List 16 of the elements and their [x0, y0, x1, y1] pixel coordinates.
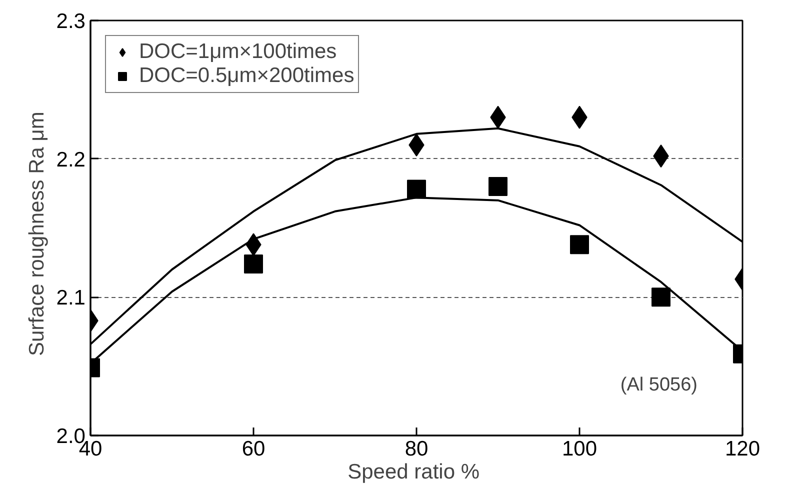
y-axis-title: Surface roughness Ra μm — [25, 112, 48, 356]
point — [488, 177, 508, 196]
point — [570, 235, 589, 254]
legend-label: DOC=1μm×100times — [139, 40, 337, 64]
y-tick-label: 2.3 — [56, 10, 86, 33]
x-axis-title: Speed ratio % — [348, 460, 480, 484]
point — [407, 180, 426, 199]
x-tick-label: 60 — [242, 438, 266, 460]
y-tick-label: 2.1 — [56, 286, 86, 310]
y-tick-label: 2.2 — [56, 148, 86, 172]
x-tick-label: 120 — [724, 438, 760, 460]
x-tick-label: 100 — [562, 438, 598, 460]
point — [652, 288, 670, 307]
annotation: (Al 5056) — [620, 374, 698, 396]
x-tick-label: 80 — [404, 438, 428, 460]
legend-label: DOC=0.5μm×200times — [139, 64, 354, 88]
